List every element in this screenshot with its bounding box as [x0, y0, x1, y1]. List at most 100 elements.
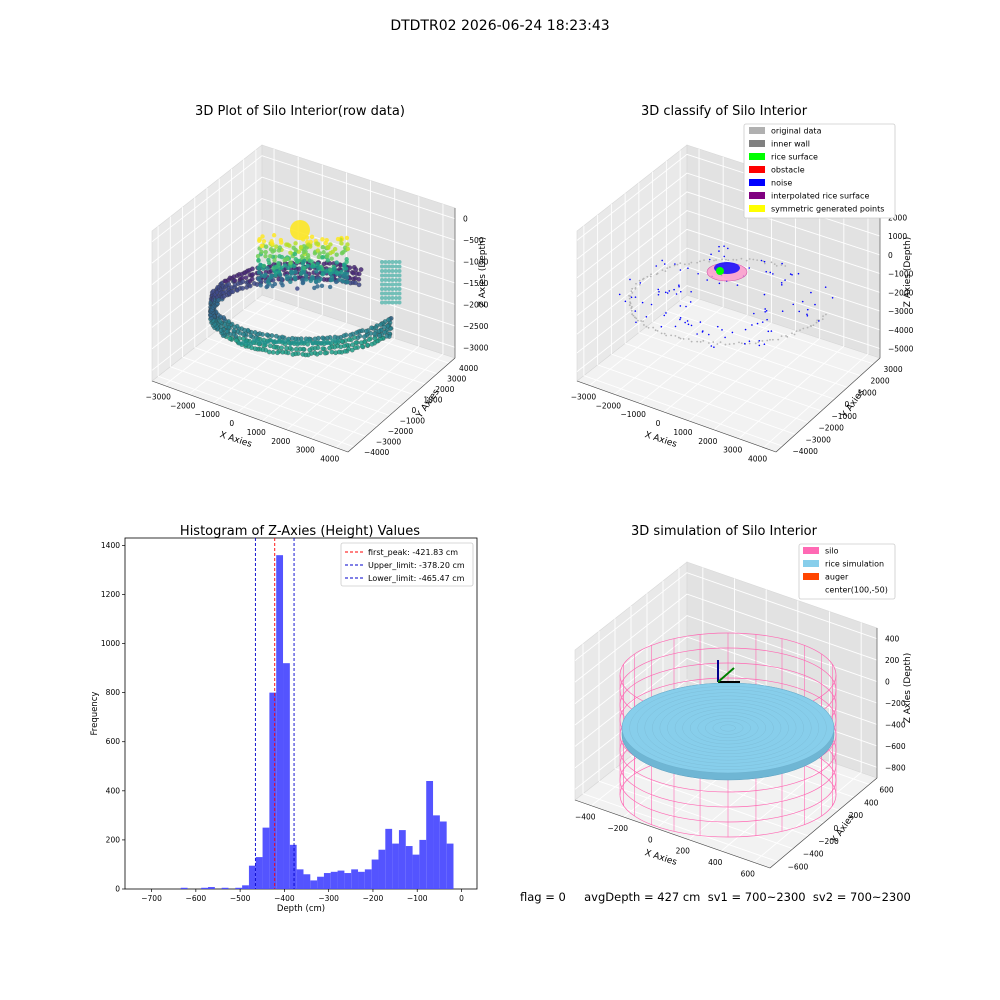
hist-bar — [283, 663, 290, 889]
cls-original-point — [629, 295, 632, 298]
hist-bar — [439, 821, 447, 889]
raw-x-tick-label: 3000 — [296, 446, 315, 455]
cls-noise-point — [655, 265, 658, 267]
raw-data-point — [390, 296, 395, 300]
cls-noise-point — [716, 325, 719, 328]
sim-z-grid — [574, 615, 878, 704]
cls-legend-label: rice surface — [771, 153, 818, 162]
sim-z-grid — [574, 572, 878, 662]
cls-original-point — [780, 335, 783, 338]
raw-y-tick-label: −2000 — [388, 427, 414, 436]
raw-data-point — [380, 278, 384, 282]
cls-noise-point — [758, 344, 761, 347]
hist-x-tick-label: −100 — [407, 894, 428, 903]
cls-original-point — [763, 262, 766, 265]
raw-data-point — [332, 246, 338, 252]
sim-y-grid — [582, 793, 778, 862]
raw-data-point — [305, 263, 310, 269]
raw-data-point — [272, 258, 277, 263]
raw-data-point — [259, 273, 265, 278]
sim-rice-mesh — [652, 695, 804, 761]
cls-noise-point — [781, 310, 784, 313]
cls-noise-point — [764, 308, 766, 310]
cls-noise-point — [765, 270, 768, 273]
cls-z-grid — [576, 191, 881, 279]
cls-original-point — [712, 341, 715, 343]
cls-noise-point — [687, 323, 690, 326]
cls-original-point — [654, 329, 657, 332]
cls-noise-point — [806, 313, 808, 316]
cls-y-grid — [679, 299, 874, 365]
hist-bar — [419, 839, 427, 889]
raw-y-grid — [255, 299, 450, 364]
cls-original-point — [690, 261, 693, 264]
hist-bar — [276, 555, 284, 889]
sim-z-tick-label: −600 — [885, 742, 906, 751]
raw-data-point — [265, 266, 270, 271]
hist-bar — [180, 887, 188, 889]
cls-noise-point — [707, 333, 710, 336]
hist-x-tick-label: −200 — [363, 894, 384, 903]
hist-bar — [344, 873, 352, 889]
cls-legend-label: symmetric generated points — [771, 205, 884, 214]
cls-noise-point — [769, 271, 772, 274]
raw-data-point — [320, 272, 325, 277]
raw-z-grid — [151, 176, 456, 264]
raw-data-point — [332, 266, 337, 271]
hist-x-axis-label: Depth (cm) — [277, 904, 325, 914]
cls-noise-point — [673, 288, 675, 291]
hist-bar — [235, 887, 243, 889]
cls-y-tick-label: 1000 — [858, 388, 877, 397]
raw-z-tick-label: 0 — [463, 215, 468, 224]
cls-original-point — [773, 263, 776, 265]
cls-original-point — [638, 283, 641, 286]
cls-noise-point — [758, 339, 761, 342]
cls-noise-point — [639, 282, 642, 284]
cls-original-point — [699, 340, 702, 343]
hist-bar — [255, 857, 263, 889]
cls-y-grid — [624, 342, 822, 412]
cls-original-point — [661, 269, 664, 272]
sim-legend-label: center(100,-50) — [825, 586, 888, 595]
cls-z-axis-label: Z Axies (Depth) — [903, 237, 913, 308]
raw-data-point — [337, 277, 343, 282]
raw-data-point — [286, 265, 291, 271]
sim-geometry — [619, 632, 837, 838]
cls-noise-point — [641, 301, 644, 304]
sim-x-tick-label: 400 — [708, 858, 723, 867]
hist-legend-box — [340, 542, 474, 587]
cls-original-point — [754, 342, 757, 345]
raw-data-point — [320, 237, 325, 242]
hist-bar — [221, 887, 229, 889]
raw-data-point — [390, 287, 395, 291]
cls-noise-point — [635, 321, 637, 324]
cls-y-tick-label: 0 — [845, 400, 850, 409]
raw-data-point — [274, 333, 279, 339]
cls-original-point — [815, 321, 818, 324]
raw-data-point — [394, 273, 398, 278]
raw-data-point — [397, 273, 402, 278]
raw-data-point — [261, 239, 267, 244]
raw-data-point — [304, 277, 309, 282]
cls-original-point — [652, 326, 655, 329]
cls-original-point — [740, 342, 743, 345]
raw-y-tick-label: 3000 — [447, 375, 466, 384]
raw-data-point — [290, 352, 296, 357]
raw-data-point — [291, 264, 297, 269]
cls-original-point — [683, 263, 686, 266]
raw-data-point — [327, 270, 333, 276]
raw-x-axis-line — [151, 380, 349, 453]
cls-original-point — [738, 341, 740, 344]
raw-y-grid — [194, 347, 390, 416]
raw-data-point — [274, 244, 279, 249]
raw-data-point — [298, 244, 304, 250]
raw-data-point — [325, 254, 330, 259]
cls-original-point — [748, 258, 751, 260]
hist-plot-area — [124, 537, 478, 890]
cls-original-point — [762, 260, 765, 262]
raw-data-point — [381, 324, 387, 330]
hist-bar — [358, 871, 365, 889]
cls-original-point — [756, 259, 759, 262]
raw-y-grid — [170, 366, 366, 437]
raw-data-point — [353, 280, 358, 286]
